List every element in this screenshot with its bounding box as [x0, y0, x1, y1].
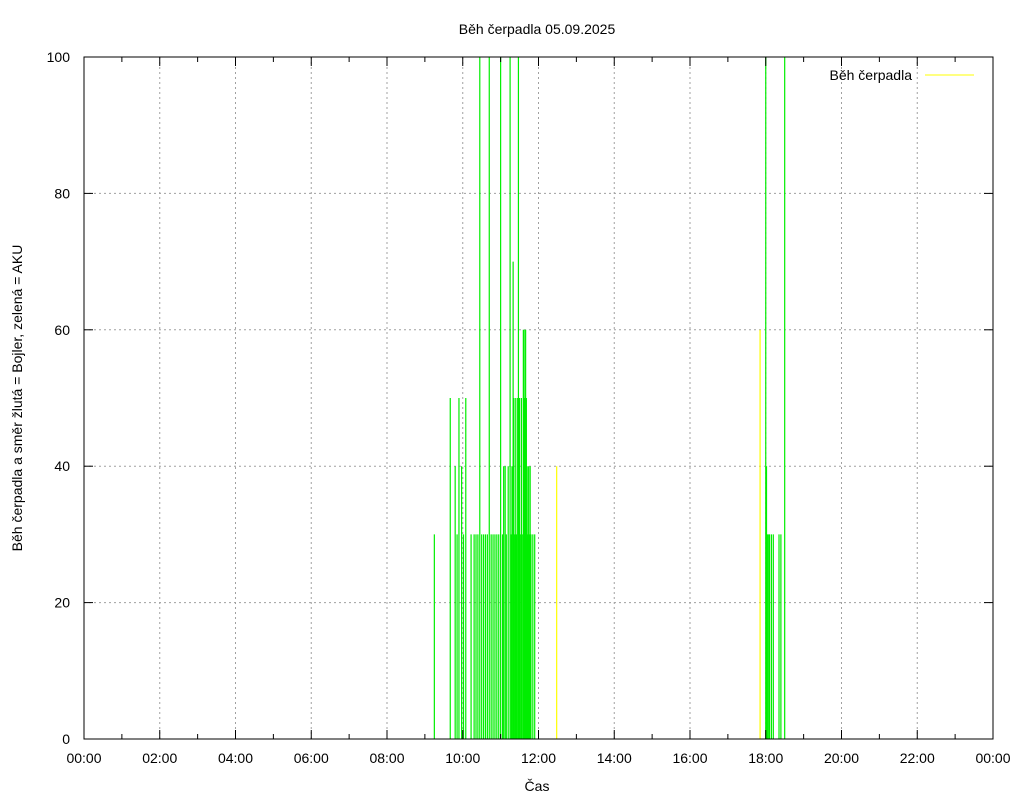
x-tick-label: 08:00: [369, 750, 404, 766]
x-tick-label: 00:00: [66, 750, 101, 766]
axis-ticks: [83, 56, 994, 740]
y-tick-label: 60: [54, 322, 70, 338]
x-tick-label: 22:00: [900, 750, 935, 766]
x-tick-label: 14:00: [597, 750, 632, 766]
x-tick-label: 10:00: [445, 750, 480, 766]
x-tick-label: 00:00: [975, 750, 1010, 766]
legend: Běh čerpadla: [829, 67, 974, 83]
chart-title: Běh čerpadla 05.09.2025: [459, 21, 616, 37]
x-tick-label: 12:00: [521, 750, 556, 766]
data-series: [433, 57, 786, 739]
x-tick-label: 16:00: [672, 750, 707, 766]
y-tick-label: 80: [54, 185, 70, 201]
y-tick-label: 0: [62, 731, 70, 747]
x-tick-label: 18:00: [748, 750, 783, 766]
y-tick-labels: 0 20 40 60 80 100: [47, 49, 71, 747]
x-tick-label: 06:00: [294, 750, 329, 766]
y-axis-label: Běh čerpadla a směr žlutá = Bojler, zele…: [9, 245, 25, 552]
series-group: [433, 57, 786, 739]
grid-lines: [84, 57, 993, 739]
y-tick-label: 40: [54, 458, 70, 474]
y-tick-label: 20: [54, 595, 70, 611]
x-axis-label: Čas: [525, 778, 550, 794]
x-tick-labels: 00:00 02:00 04:00 06:00 08:00 10:00 12:00 14:00…: [66, 750, 1010, 766]
series-group: [556, 329, 761, 739]
x-tick-label: 20:00: [824, 750, 859, 766]
y-tick-label: 100: [47, 49, 71, 65]
legend-label: Běh čerpadla: [829, 67, 912, 83]
x-tick-label: 02:00: [142, 750, 177, 766]
x-tick-label: 04:00: [218, 750, 253, 766]
